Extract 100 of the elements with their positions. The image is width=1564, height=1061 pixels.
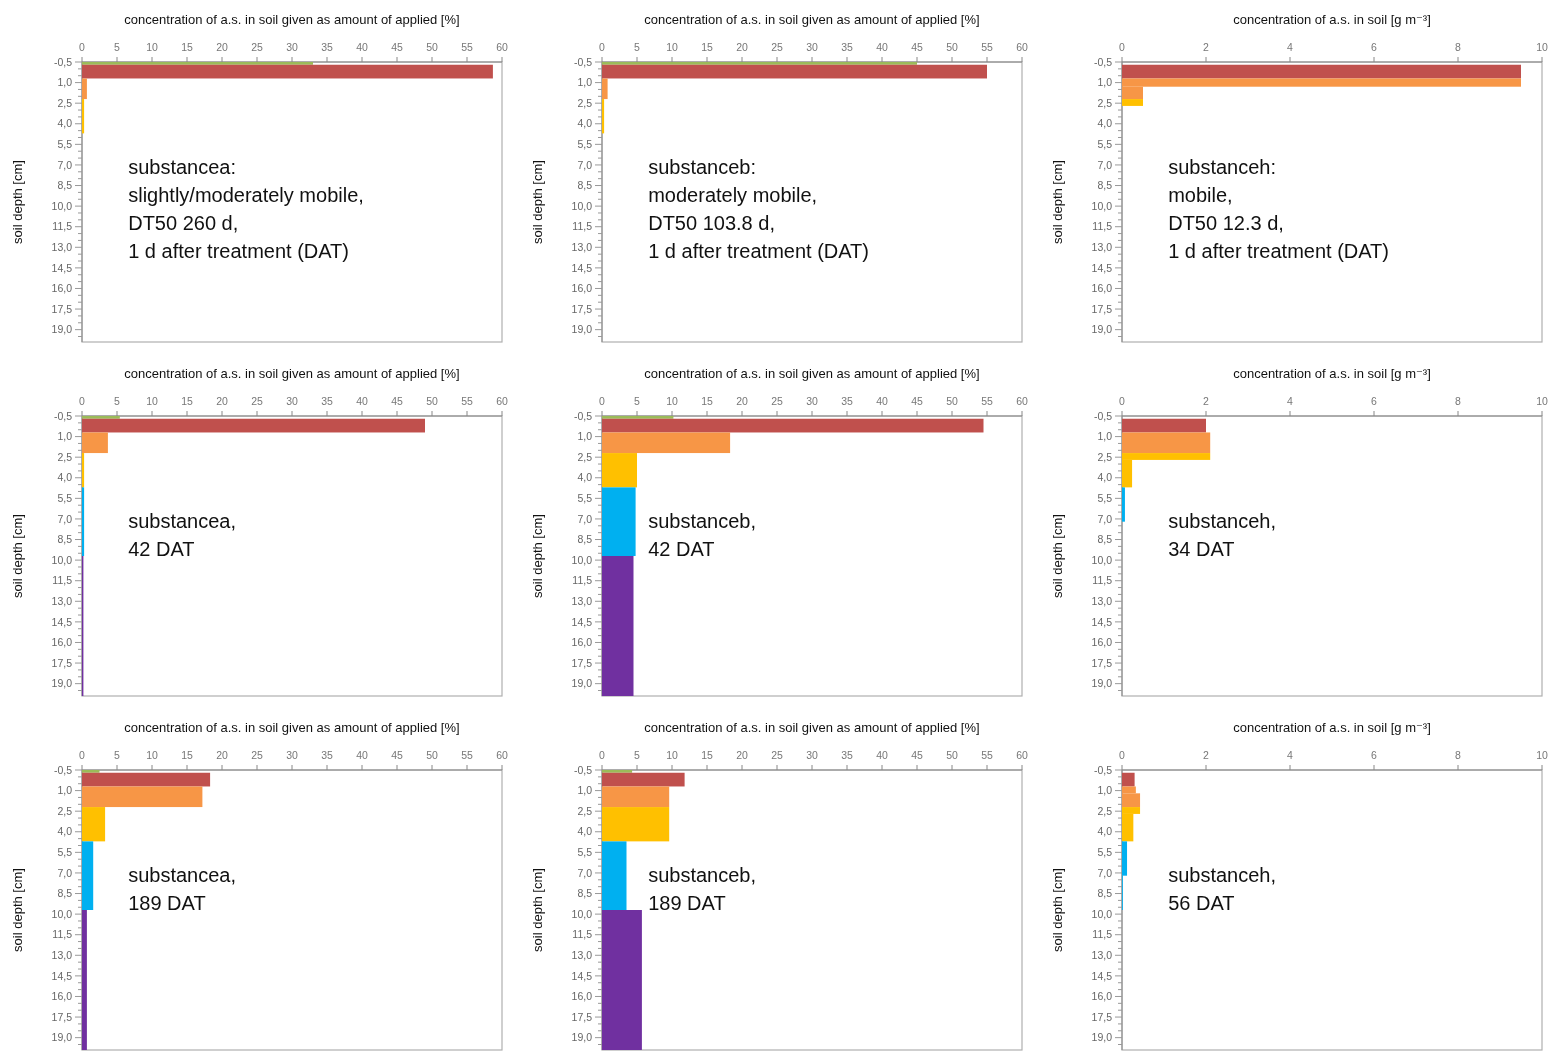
y-tick-label: 2,5 (57, 96, 73, 109)
y-tick-label: -0,5 (1093, 55, 1113, 68)
x-tick-label: 30 (806, 749, 818, 761)
annotation: substancea, (128, 864, 237, 886)
x-tick-label: 30 (286, 749, 298, 761)
annotation: DT50 103.8 d, (648, 212, 775, 234)
y-tick-label: 4,0 (57, 117, 73, 130)
y-tick-label: 5,5 (57, 846, 73, 859)
x-tick-label: 0 (79, 41, 86, 53)
y-tick-label: 1,0 (577, 430, 593, 443)
y-tick-label: 2,5 (577, 96, 593, 109)
annotation: 189 DAT (648, 892, 726, 914)
x-tick-label: 55 (461, 749, 473, 761)
y-tick-label: 10,0 (571, 199, 593, 212)
x-tick-label: 5 (114, 749, 121, 761)
x-tick-label: 20 (216, 749, 228, 761)
y-tick-label: 2,5 (57, 450, 73, 463)
y-tick-label: 4,0 (1097, 825, 1113, 838)
y-tick-label: 11,5 (572, 574, 593, 587)
y-axis-title: soil depth [cm] (530, 868, 545, 952)
x-tick-label: 10 (146, 41, 158, 53)
y-tick-label: 16,0 (51, 990, 73, 1003)
x-tick-label: 35 (321, 749, 333, 761)
x-tick-label: 45 (911, 41, 923, 53)
y-tick-label: -0,5 (53, 409, 73, 422)
x-tick-label: 4 (1287, 41, 1294, 53)
x-tick-label: 10 (666, 395, 678, 407)
x-tick-label: 40 (876, 41, 888, 53)
y-tick-label: -0,5 (53, 55, 73, 68)
x-tick-label: 2 (1203, 41, 1210, 53)
y-tick-label: 17,5 (1091, 302, 1113, 315)
x-tick-label: 40 (356, 41, 368, 53)
annotation: slightly/moderately mobile, (128, 184, 364, 206)
y-tick-label: 1,0 (1097, 430, 1113, 443)
y-tick-label: 11,5 (52, 928, 73, 941)
x-tick-label: 5 (634, 395, 641, 407)
y-tick-label: 5,5 (577, 138, 593, 151)
y-tick-label: 19,0 (51, 1031, 73, 1044)
y-tick-label: 17,5 (51, 656, 73, 669)
x-tick-label: 10 (666, 749, 678, 761)
x-tick-label: 20 (736, 395, 748, 407)
y-tick-label: 8,5 (57, 179, 73, 192)
y-tick-label: -0,5 (1093, 409, 1113, 422)
x-axis-title: concentration of a.s. in soil [g m⁻³] (1233, 720, 1431, 735)
x-tick-label: 0 (79, 395, 86, 407)
annotation: substanceh, (1168, 510, 1277, 532)
y-tick-label: 16,0 (1091, 282, 1113, 295)
y-tick-label: 4,0 (57, 471, 73, 484)
y-tick-label: 14,5 (1091, 969, 1113, 982)
y-tick-label: 11,5 (52, 220, 73, 233)
x-tick-label: 25 (251, 41, 263, 53)
y-tick-label: 8,5 (577, 179, 593, 192)
y-tick-label: 19,0 (1091, 323, 1113, 336)
x-axis-title: concentration of a.s. in soil given as amount of applied [%] (644, 12, 980, 27)
x-tick-label: 60 (1016, 749, 1028, 761)
annotation: 42 DAT (128, 538, 195, 560)
x-tick-label: 6 (1371, 749, 1378, 761)
x-tick-label: 6 (1371, 395, 1378, 407)
y-tick-label: 10,0 (51, 907, 73, 920)
x-tick-label: 60 (496, 749, 508, 761)
x-tick-label: 30 (286, 395, 298, 407)
annotation: mobile, (1168, 184, 1233, 206)
x-tick-label: 60 (1016, 395, 1028, 407)
annotation: DT50 12.3 d, (1168, 212, 1284, 234)
x-tick-label: 0 (599, 395, 606, 407)
x-tick-label: 40 (876, 395, 888, 407)
y-axis-title: soil depth [cm] (1050, 160, 1065, 244)
y-tick-label: 16,0 (1091, 636, 1113, 649)
y-tick-label: 7,0 (1097, 866, 1113, 879)
annotation: substanceb, (648, 510, 757, 532)
y-tick-label: 16,0 (571, 636, 593, 649)
x-tick-label: 4 (1287, 395, 1294, 407)
x-tick-label: 10 (146, 395, 158, 407)
y-tick-label: 4,0 (577, 117, 593, 130)
x-tick-label: 30 (806, 395, 818, 407)
x-tick-label: 0 (1119, 395, 1126, 407)
y-tick-label: 4,0 (1097, 117, 1113, 130)
annotation: 34 DAT (1168, 538, 1235, 560)
y-axis-title: soil depth [cm] (530, 514, 545, 598)
x-tick-label: 40 (876, 749, 888, 761)
y-tick-label: 19,0 (571, 677, 593, 690)
y-tick-label: 5,5 (57, 492, 73, 505)
x-tick-label: 0 (599, 749, 606, 761)
y-tick-label: 19,0 (1091, 677, 1113, 690)
x-axis-title: concentration of a.s. in soil [g m⁻³] (1233, 366, 1431, 381)
y-tick-label: 1,0 (57, 76, 73, 89)
y-tick-label: 8,5 (1097, 533, 1113, 546)
x-axis-title: concentration of a.s. in soil given as amount of applied [%] (124, 12, 460, 27)
y-tick-label: -0,5 (573, 763, 593, 776)
y-tick-label: 13,0 (51, 948, 73, 961)
y-tick-label: 2,5 (57, 804, 73, 817)
y-tick-label: 2,5 (1097, 96, 1113, 109)
x-tick-label: 35 (841, 395, 853, 407)
y-tick-label: 7,0 (57, 512, 73, 525)
x-tick-label: 20 (736, 41, 748, 53)
annotation: 56 DAT (1168, 892, 1235, 914)
annotation: 1 d after treatment (DAT) (648, 240, 870, 262)
y-tick-label: 14,5 (51, 969, 73, 982)
annotation: moderately mobile, (648, 184, 818, 206)
x-tick-label: 60 (496, 41, 508, 53)
